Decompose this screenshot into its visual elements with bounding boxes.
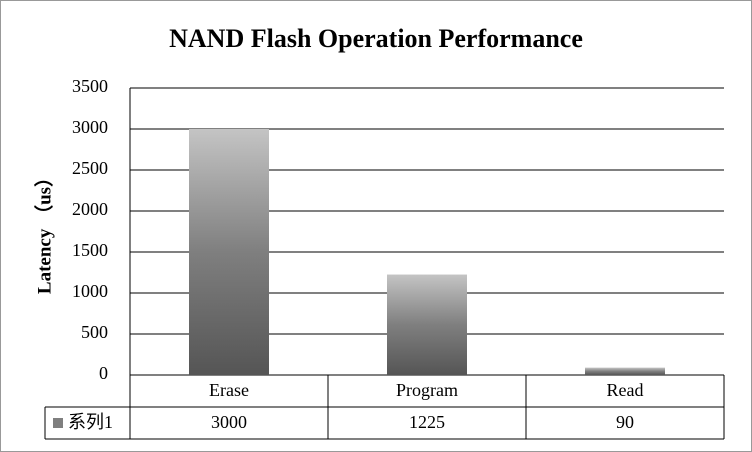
x-tick-label: Read [607, 380, 644, 400]
y-tick-label: 3500 [72, 76, 108, 96]
table-value: 3000 [211, 412, 247, 432]
legend-label: 系列1 [68, 412, 113, 432]
legend-marker [53, 418, 63, 428]
table-value: 90 [616, 412, 634, 432]
y-tick-label: 1500 [72, 240, 108, 260]
bar [189, 129, 269, 375]
x-tick-label: Program [396, 380, 458, 400]
y-tick-label: 2000 [72, 199, 108, 219]
y-tick-label: 500 [81, 322, 108, 342]
x-tick-label: Erase [209, 380, 249, 400]
y-tick-label: 0 [99, 363, 108, 383]
bar [585, 367, 665, 375]
chart-title: NAND Flash Operation Performance [169, 24, 583, 53]
y-tick-label: 2500 [72, 158, 108, 178]
y-tick-label: 3000 [72, 117, 108, 137]
bar [387, 274, 467, 375]
y-tick-label: 1000 [72, 281, 108, 301]
table-value: 1225 [409, 412, 445, 432]
y-axis-label: Latency （us） [32, 168, 55, 294]
